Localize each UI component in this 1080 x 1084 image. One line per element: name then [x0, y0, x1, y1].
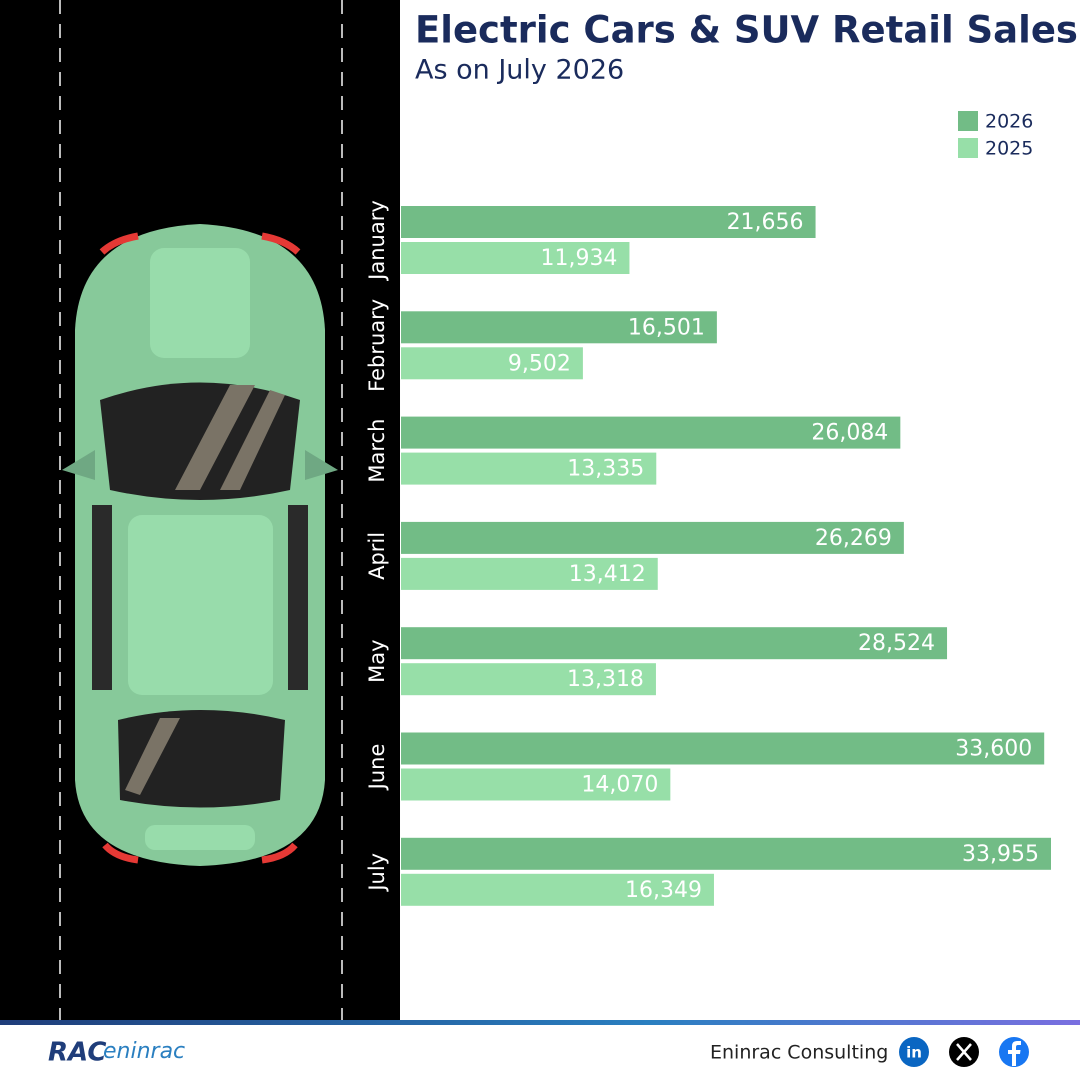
- bar: [401, 347, 583, 380]
- facebook-icon[interactable]: [999, 1037, 1029, 1067]
- bar: [401, 311, 717, 344]
- bar: [401, 768, 671, 801]
- bar: [401, 873, 714, 906]
- legend-swatch: [958, 111, 978, 131]
- data-label: 33,600: [955, 737, 1032, 762]
- legend-label: 2026: [985, 111, 1033, 133]
- category-label: January: [365, 200, 389, 282]
- legend-label: 2025: [985, 138, 1033, 160]
- legend-swatch: [958, 138, 978, 158]
- linkedin-icon[interactable]: [899, 1037, 929, 1067]
- data-label: 13,318: [567, 667, 644, 692]
- bar: [401, 521, 904, 554]
- bar: [401, 732, 1045, 765]
- category-label: June: [365, 744, 389, 792]
- bar: [401, 242, 630, 274]
- category-label: March: [365, 419, 389, 483]
- bar: [401, 452, 657, 485]
- chart-subtitle: As on July 2026: [415, 55, 624, 86]
- logo: RAC eninrac: [48, 1038, 185, 1068]
- data-label: 9,502: [508, 351, 571, 376]
- logo-text: eninrac: [103, 1039, 185, 1064]
- x-icon[interactable]: [949, 1037, 979, 1067]
- bar: [401, 416, 901, 449]
- data-label: 16,501: [628, 315, 705, 340]
- category-label: July: [365, 853, 389, 893]
- data-label: 16,349: [625, 878, 702, 903]
- data-label: 13,412: [569, 562, 646, 587]
- logo-text: RAC: [48, 1038, 106, 1068]
- data-label: 28,524: [858, 631, 935, 656]
- company-name: Eninrac Consulting: [710, 1042, 888, 1064]
- data-label: 21,656: [727, 210, 804, 235]
- category-label: May: [365, 639, 389, 682]
- plot-area: January 21,656 11,934 February 16,501 9,502 Ma…: [365, 200, 1051, 906]
- data-label: 33,955: [962, 842, 1039, 867]
- bar: [401, 837, 1051, 870]
- category-label: February: [365, 299, 389, 392]
- bar: [401, 557, 658, 590]
- bar: [401, 627, 948, 660]
- bar: [401, 663, 656, 696]
- data-label: 26,269: [815, 526, 892, 551]
- category-label: April: [365, 532, 389, 580]
- footer-rule: [0, 1020, 1080, 1025]
- data-label: 14,070: [581, 773, 658, 798]
- linkedin-label: in: [906, 1044, 922, 1062]
- data-label: 26,084: [811, 421, 888, 446]
- data-label: 13,335: [567, 457, 644, 482]
- bar: [401, 206, 816, 238]
- chart-title: Electric Cars & SUV Retail Sales: [415, 9, 1078, 52]
- data-label: 11,934: [540, 246, 617, 271]
- car-illustration: [62, 224, 338, 866]
- legend: 2026 2025: [958, 111, 1033, 160]
